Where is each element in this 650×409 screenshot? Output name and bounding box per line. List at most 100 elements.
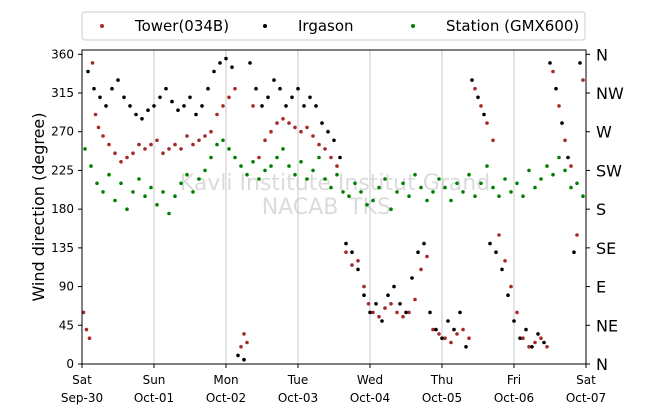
- data-point: [263, 138, 267, 143]
- data-point: [335, 164, 339, 168]
- data-point: [197, 177, 201, 181]
- y-tick-label: 180: [51, 202, 74, 216]
- x-tick-day: Mon: [213, 373, 238, 387]
- data-point: [416, 250, 420, 254]
- data-point: [473, 194, 477, 198]
- data-point: [350, 250, 354, 254]
- data-point: [401, 181, 405, 186]
- data-point: [254, 86, 258, 91]
- data-point: [209, 155, 213, 160]
- data-point: [269, 164, 273, 168]
- legend-entry: Tower(034B): [134, 17, 229, 35]
- data-point: [230, 65, 234, 69]
- data-point: [143, 147, 147, 151]
- data-point: [353, 181, 357, 186]
- data-point: [299, 160, 303, 164]
- data-point: [275, 155, 279, 160]
- legend-entry: Irgason: [298, 17, 354, 35]
- data-point: [425, 198, 429, 203]
- data-point: [344, 241, 348, 246]
- data-point: [281, 147, 285, 151]
- data-point: [344, 250, 348, 254]
- data-point: [542, 340, 546, 345]
- data-point: [86, 69, 90, 74]
- data-point: [257, 155, 261, 160]
- data-point: [122, 95, 126, 100]
- data-point: [398, 302, 402, 306]
- data-point: [491, 185, 495, 190]
- data-point: [488, 241, 492, 246]
- data-point: [266, 95, 270, 100]
- data-point: [293, 125, 297, 130]
- data-point: [449, 340, 453, 345]
- data-point: [455, 332, 459, 336]
- data-point: [233, 86, 237, 91]
- data-point: [539, 177, 543, 181]
- data-point: [431, 327, 435, 332]
- x-tick-date: Oct-01: [134, 391, 174, 405]
- data-point: [527, 345, 531, 349]
- x-tick-date: Oct-02: [206, 391, 246, 405]
- data-point: [467, 172, 471, 177]
- data-point: [245, 172, 249, 177]
- compass-axis-ticks: N NE E SE S SW W NW N: [586, 45, 624, 374]
- data-point: [179, 181, 183, 186]
- data-point: [227, 95, 231, 100]
- data-point: [152, 104, 156, 108]
- data-point: [362, 284, 366, 289]
- data-point: [557, 155, 561, 160]
- y-tick-label: 135: [51, 241, 74, 255]
- data-point: [341, 190, 345, 194]
- data-point: [323, 177, 327, 181]
- watermark-line-2: NACAB: [262, 195, 339, 220]
- data-point: [239, 164, 243, 168]
- data-point: [305, 177, 309, 181]
- data-point: [287, 121, 291, 125]
- data-point: [197, 138, 201, 143]
- data-point: [143, 194, 147, 198]
- data-point: [515, 181, 519, 186]
- data-point: [320, 121, 324, 125]
- data-point: [236, 353, 240, 358]
- data-point: [167, 211, 171, 216]
- data-point: [275, 121, 279, 125]
- y-tick-label: 360: [51, 47, 74, 61]
- data-point: [209, 129, 213, 134]
- data-point: [536, 332, 540, 336]
- data-point: [200, 104, 204, 108]
- compass-tick-label: S: [596, 200, 606, 219]
- data-point: [578, 61, 582, 65]
- data-point: [413, 297, 417, 302]
- data-point: [125, 155, 129, 160]
- data-point: [497, 194, 501, 198]
- data-point: [101, 190, 105, 194]
- data-point: [494, 250, 498, 254]
- series-layer: [81, 56, 585, 362]
- compass-tick-label: N: [596, 45, 608, 64]
- data-point: [425, 254, 429, 259]
- data-point: [107, 172, 111, 177]
- data-point: [242, 332, 246, 336]
- data-point: [140, 117, 144, 121]
- data-point: [227, 147, 231, 151]
- data-point: [149, 142, 153, 147]
- data-point: [407, 310, 411, 315]
- data-point: [464, 345, 468, 349]
- data-point: [191, 142, 195, 147]
- data-point: [449, 198, 453, 203]
- data-point: [491, 138, 495, 143]
- data-point: [332, 138, 336, 143]
- data-point: [440, 336, 444, 341]
- data-point: [554, 86, 558, 91]
- data-point: [158, 95, 162, 100]
- x-tick-day: Sun: [143, 373, 166, 387]
- data-point: [386, 293, 390, 298]
- data-point: [572, 250, 576, 254]
- data-point: [366, 302, 371, 306]
- x-tick-date: Oct-03: [278, 391, 318, 405]
- y-tick-label: 45: [59, 318, 74, 332]
- data-point: [503, 259, 507, 263]
- data-point: [81, 310, 86, 315]
- data-point: [479, 104, 483, 108]
